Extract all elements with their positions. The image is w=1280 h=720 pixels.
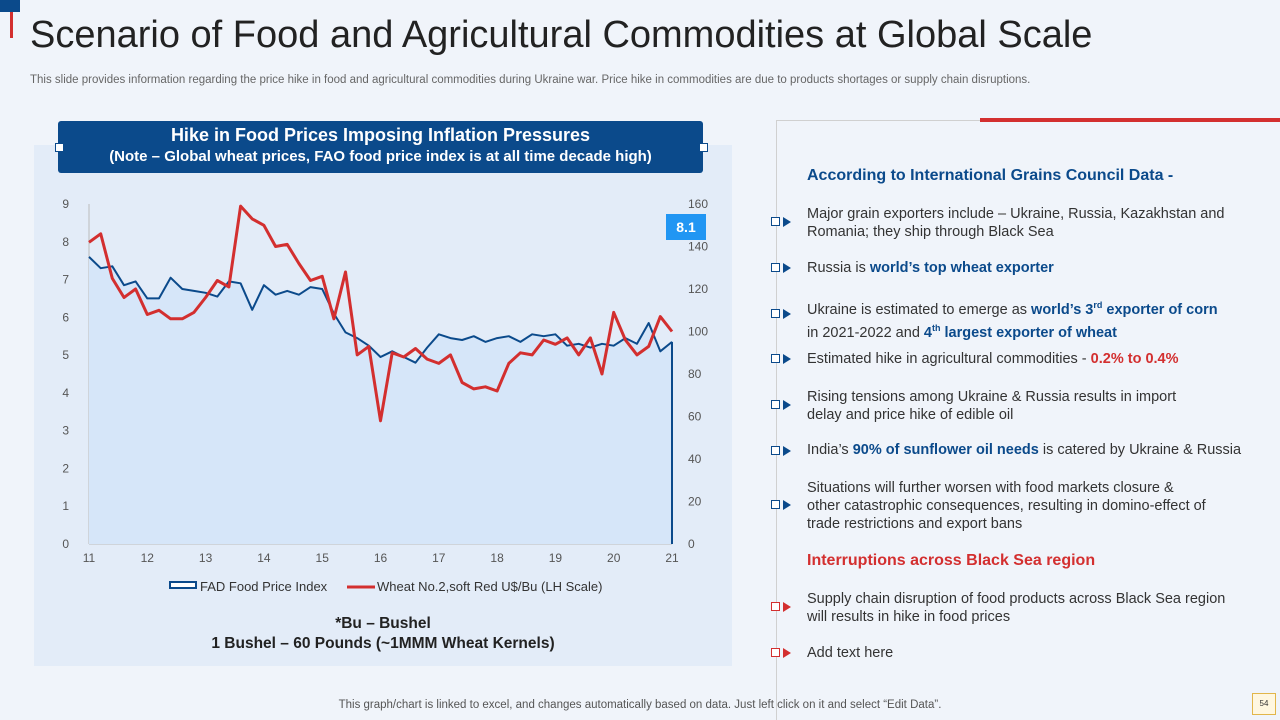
bullet-marker-8 (771, 602, 795, 612)
slide-title: Scenario of Food and Agricultural Commod… (30, 14, 1093, 56)
series-area-fill (89, 256, 672, 544)
chart-heading-banner: Hike in Food Prices Imposing Inflation P… (58, 121, 703, 173)
y-left-tick-label: 6 (62, 310, 69, 324)
y-left-tick-label: 5 (62, 348, 69, 362)
slide-subtitle: This slide provides information regardin… (30, 74, 1031, 86)
y-right-tick-label: 40 (688, 452, 702, 466)
y-left-tick-label: 0 (62, 537, 69, 551)
y-left-tick-label: 8 (62, 235, 69, 249)
bushel-note: *Bu – Bushel 1 Bushel – 60 Pounds (~1MMM… (34, 614, 732, 654)
legend-label-wheat: Wheat No.2,soft Red U$/Bu (LH Scale) (377, 579, 602, 594)
banner-handle-right (699, 143, 708, 152)
bullet-sunflower-oil: India’s 90% of sunflower oil needs is ca… (807, 442, 1242, 458)
page-number: 54 (1252, 693, 1276, 715)
chart-heading-note: (Note – Global wheat prices, FAO food pr… (109, 148, 652, 165)
bullet-marker-4 (771, 354, 795, 364)
y-right-tick-label: 0 (688, 537, 695, 551)
right-panel-red-accent (980, 118, 1280, 122)
callout-value: 8.1 (676, 219, 696, 235)
bullet-ukraine: Ukraine is estimated to emerge as world’… (807, 300, 1218, 341)
bullet-exporters: Major grain exporters include – Ukraine,… (807, 206, 1225, 240)
x-tick-label: 20 (607, 551, 621, 565)
bushel-note-line2: 1 Bushel – 60 Pounds (~1MMM Wheat Kernel… (211, 635, 555, 652)
bullet-add-text: Add text here (807, 645, 894, 661)
x-tick-label: 18 (490, 551, 504, 565)
y-left-tick-label: 2 (62, 461, 69, 475)
x-tick-label: 12 (141, 551, 155, 565)
legend-label-food-price-index: FAD Food Price Index (200, 579, 328, 594)
callout-badge (666, 214, 706, 240)
x-tick-label: 16 (374, 551, 388, 565)
black-sea-heading: Interruptions across Black Sea region (807, 552, 1096, 569)
bullet-russia: Russia is world’s top wheat exporter (807, 260, 1054, 276)
y-right-tick-label: 80 (688, 367, 702, 381)
y-right-tick-label: 120 (688, 282, 708, 296)
series-line-food-price-index (88, 256, 673, 364)
y-left-tick-label: 1 (62, 499, 69, 513)
chart-heading: Hike in Food Prices Imposing Inflation P… (170, 125, 591, 145)
y-left-tick-label: 7 (62, 273, 69, 287)
bullet-supply-chain: Supply chain disruption of food products… (807, 591, 1226, 625)
bullet-edible-oil: Rising tensions among Ukraine & Russia r… (807, 389, 1177, 423)
y-left-tick-label: 4 (62, 386, 69, 400)
right-panel-border-vertical (776, 120, 777, 720)
y-right-tick-label: 20 (688, 495, 702, 509)
y-right-tick-label: 160 (688, 197, 708, 211)
igc-heading: According to International Grains Counci… (807, 167, 1174, 184)
bullet-marker-7 (771, 500, 795, 510)
bullet-marker-9 (771, 648, 795, 658)
bullet-marker-2 (771, 263, 795, 273)
bullet-marker-6 (771, 446, 795, 456)
y-right-tick-label: 60 (688, 410, 702, 424)
x-tick-label: 21 (665, 551, 679, 565)
series-line-wheat-price (88, 204, 674, 423)
legend-swatch-food-price-index (169, 581, 197, 589)
x-tick-label: 11 (83, 551, 96, 565)
x-tick-label: 14 (257, 551, 271, 565)
y-left-tick-label: 3 (62, 424, 69, 438)
footer-note: This graph/chart is linked to excel, and… (338, 699, 942, 711)
y-right-tick-label: 100 (688, 325, 708, 339)
x-tick-label: 15 (316, 551, 330, 565)
banner-handle-left (55, 143, 64, 152)
right-panel-border-top (776, 120, 980, 121)
bullet-marker-1 (771, 217, 795, 227)
corner-accent-blue (0, 0, 20, 12)
corner-accent-red (10, 12, 13, 38)
x-tick-label: 17 (432, 551, 446, 565)
y-right-tick-label: 140 (688, 240, 708, 254)
bullet-marker-5 (771, 400, 795, 410)
bushel-note-line1: *Bu – Bushel (335, 615, 431, 632)
bullet-estimated-hike: Estimated hike in agricultural commoditi… (807, 351, 1179, 367)
x-tick-label: 13 (199, 551, 213, 565)
bullet-marker-3 (771, 309, 795, 319)
x-tick-label: 19 (549, 551, 563, 565)
bullet-domino-effect: Situations will further worsen with food… (807, 480, 1206, 532)
y-left-tick-label: 9 (62, 197, 69, 211)
